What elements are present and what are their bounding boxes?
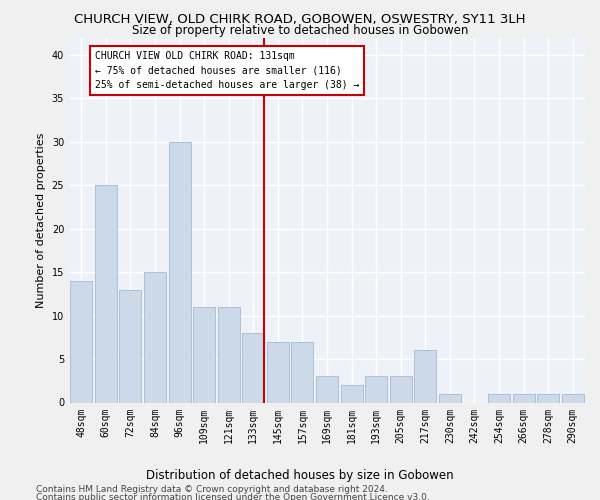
Text: Contains HM Land Registry data © Crown copyright and database right 2024.: Contains HM Land Registry data © Crown c… xyxy=(36,485,388,494)
Bar xyxy=(119,290,142,403)
Bar xyxy=(193,307,215,402)
Text: Contains public sector information licensed under the Open Government Licence v3: Contains public sector information licen… xyxy=(36,492,430,500)
Bar xyxy=(316,376,338,402)
Bar xyxy=(292,342,313,402)
Y-axis label: Number of detached properties: Number of detached properties xyxy=(36,132,46,308)
Bar xyxy=(512,394,535,402)
Bar xyxy=(365,376,387,402)
Bar xyxy=(218,307,240,402)
Text: Size of property relative to detached houses in Gobowen: Size of property relative to detached ho… xyxy=(132,24,468,37)
Text: CHURCH VIEW, OLD CHIRK ROAD, GOBOWEN, OSWESTRY, SY11 3LH: CHURCH VIEW, OLD CHIRK ROAD, GOBOWEN, OS… xyxy=(74,12,526,26)
Bar xyxy=(267,342,289,402)
Bar xyxy=(95,185,117,402)
Bar xyxy=(562,394,584,402)
Bar xyxy=(341,385,362,402)
Bar xyxy=(389,376,412,402)
Bar xyxy=(414,350,436,403)
Text: CHURCH VIEW OLD CHIRK ROAD: 131sqm
← 75% of detached houses are smaller (116)
25: CHURCH VIEW OLD CHIRK ROAD: 131sqm ← 75%… xyxy=(95,50,359,90)
Bar xyxy=(70,281,92,402)
Bar xyxy=(242,333,265,402)
Bar xyxy=(488,394,510,402)
Text: Distribution of detached houses by size in Gobowen: Distribution of detached houses by size … xyxy=(146,469,454,482)
Bar xyxy=(169,142,191,403)
Bar xyxy=(537,394,559,402)
Bar xyxy=(439,394,461,402)
Bar xyxy=(144,272,166,402)
